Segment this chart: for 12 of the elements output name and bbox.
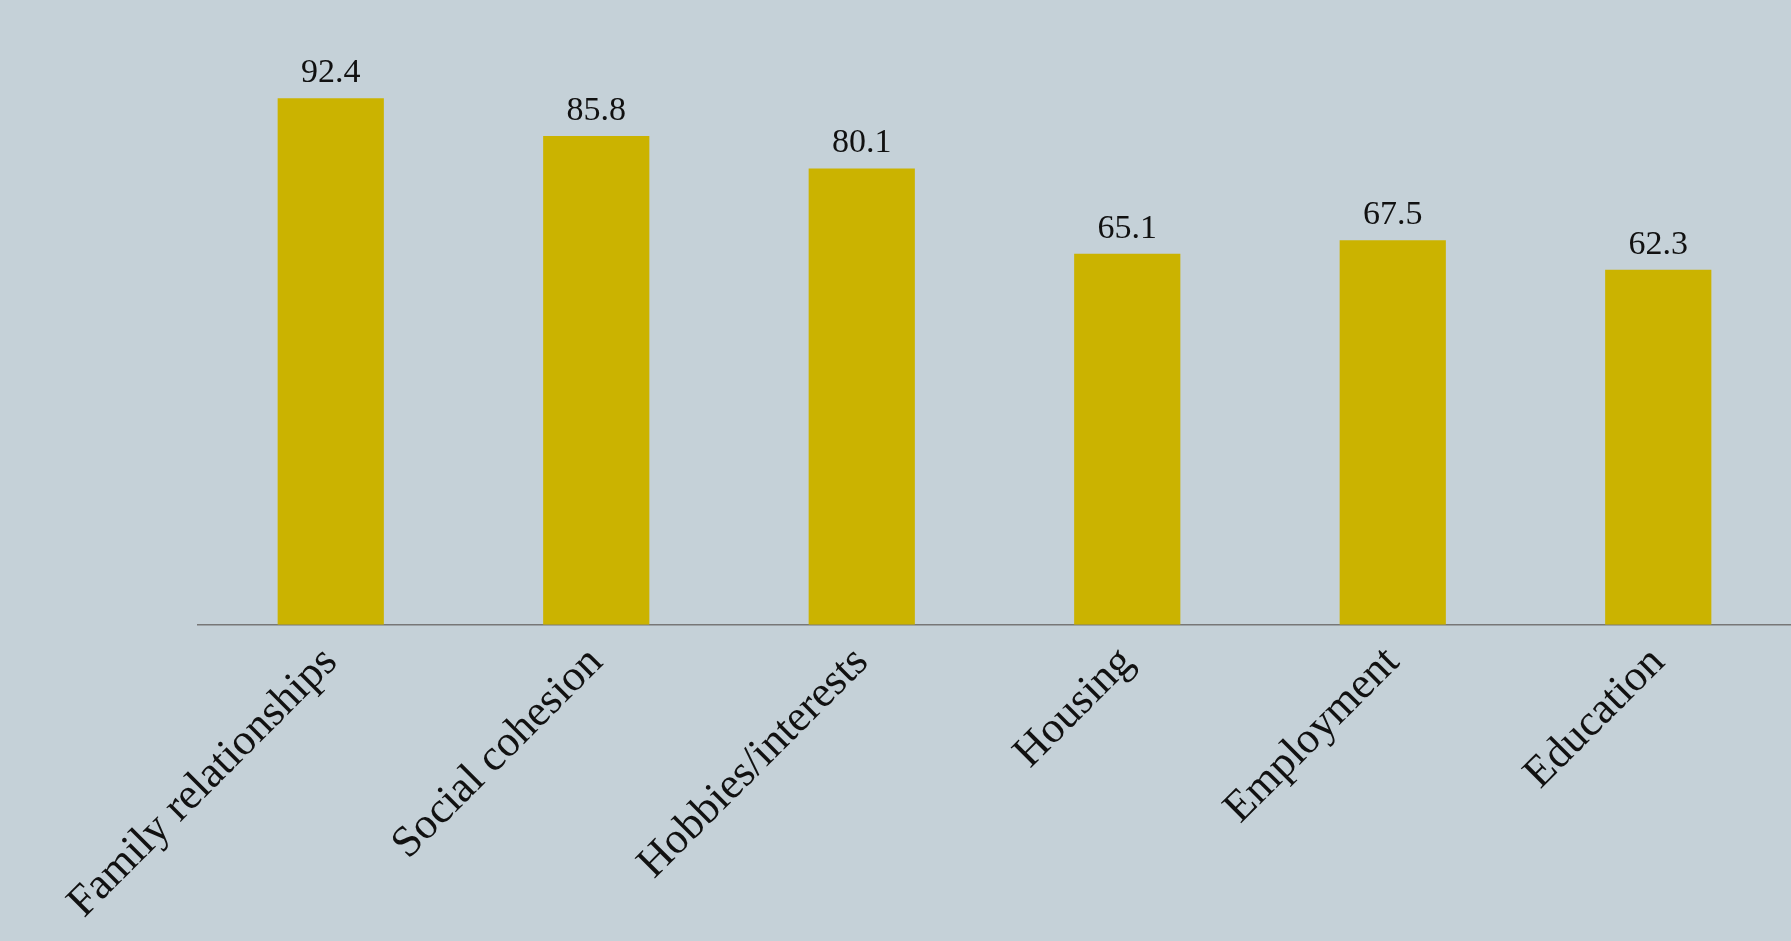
data-label: 65.1 [1097,207,1157,245]
bar [808,168,915,625]
bar [1339,240,1446,625]
bar [277,98,384,625]
bar [1074,253,1181,625]
data-label: 62.3 [1628,223,1688,261]
bar [543,135,650,625]
data-label: 85.8 [566,89,626,127]
data-label: 92.4 [301,52,361,90]
data-label: 67.5 [1363,194,1423,232]
data-label: 80.1 [832,122,892,160]
bar [1605,269,1712,625]
